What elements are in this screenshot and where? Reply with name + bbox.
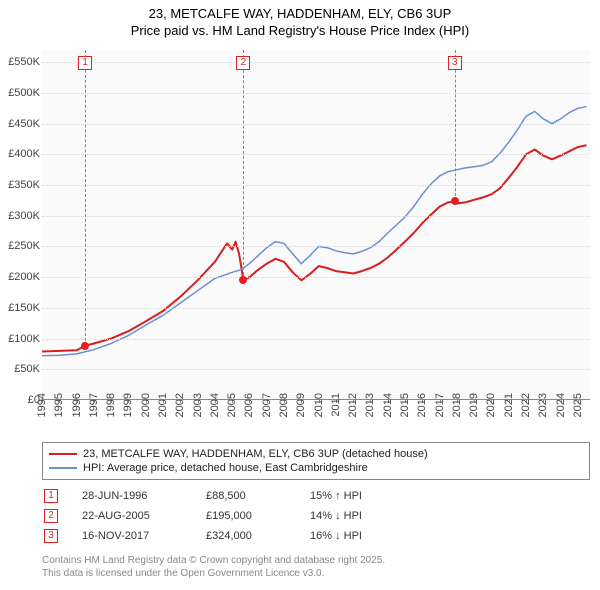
x-axis-label: 1994 (36, 393, 48, 417)
x-axis-label: 2016 (416, 393, 428, 417)
x-axis-label: 2011 (330, 393, 342, 417)
event-row: 3 16-NOV-2017 £324,000 16% ↓ HPI (42, 526, 590, 546)
x-axis-label: 2023 (537, 393, 549, 417)
x-axis-label: 1996 (71, 393, 83, 417)
marker-box: 3 (448, 56, 462, 70)
y-axis-label: £50K (0, 363, 40, 375)
y-axis-label: £550K (0, 56, 40, 68)
x-axis-label: 2020 (485, 393, 497, 417)
chart-container: 23, METCALFE WAY, HADDENHAM, ELY, CB6 3U… (0, 0, 600, 590)
gridline-h (42, 339, 590, 340)
x-axis-label: 2004 (209, 393, 221, 417)
marker-vline (85, 50, 86, 346)
y-axis-label: £0 (0, 394, 40, 406)
x-axis-label: 2012 (347, 393, 359, 417)
x-axis-label: 2008 (278, 393, 290, 417)
event-date: 16-NOV-2017 (82, 530, 182, 542)
x-axis-label: 2013 (364, 393, 376, 417)
event-delta: 16% ↓ HPI (310, 530, 410, 542)
y-axis-label: £100K (0, 333, 40, 345)
event-row: 2 22-AUG-2005 £195,000 14% ↓ HPI (42, 506, 590, 526)
legend-swatch (49, 453, 77, 455)
y-axis-label: £200K (0, 271, 40, 283)
event-price: £195,000 (206, 510, 286, 522)
footer-line1: Contains HM Land Registry data © Crown c… (42, 554, 590, 567)
marker-box: 2 (236, 56, 250, 70)
gridline-h (42, 369, 590, 370)
x-axis-label: 2021 (503, 393, 515, 417)
y-axis-label: £250K (0, 240, 40, 252)
marker-dot (239, 276, 247, 284)
title-subtitle: Price paid vs. HM Land Registry's House … (0, 23, 600, 40)
event-marker: 3 (44, 529, 58, 543)
x-axis-label: 2009 (295, 393, 307, 417)
x-axis-label: 2015 (399, 393, 411, 417)
x-axis-label: 2019 (468, 393, 480, 417)
chart-area: £0£50K£100K£150K£200K£250K£300K£350K£400… (42, 50, 590, 400)
x-axis-label: 1999 (122, 393, 134, 417)
x-axis-label: 1997 (88, 393, 100, 417)
events-table: 1 28-JUN-1996 £88,500 15% ↑ HPI 2 22-AUG-2005… (42, 486, 590, 546)
x-axis-label: 2007 (261, 393, 273, 417)
gridline-h (42, 216, 590, 217)
gridline-h (42, 93, 590, 94)
marker-vline (243, 50, 244, 280)
y-axis-label: £350K (0, 179, 40, 191)
event-price: £324,000 (206, 530, 286, 542)
marker-dot (451, 197, 459, 205)
legend-label: 23, METCALFE WAY, HADDENHAM, ELY, CB6 3U… (83, 448, 428, 460)
y-axis-label: £300K (0, 210, 40, 222)
event-marker: 2 (44, 509, 58, 523)
event-date: 22-AUG-2005 (82, 510, 182, 522)
x-axis-label: 1995 (53, 393, 65, 417)
legend-row: 23, METCALFE WAY, HADDENHAM, ELY, CB6 3U… (49, 447, 583, 461)
y-axis-label: £450K (0, 118, 40, 130)
title-address: 23, METCALFE WAY, HADDENHAM, ELY, CB6 3U… (0, 6, 600, 23)
y-axis-label: £400K (0, 148, 40, 160)
gridline-h (42, 62, 590, 63)
x-axis-label: 1998 (105, 393, 117, 417)
x-axis-label: 2006 (243, 393, 255, 417)
event-delta: 15% ↑ HPI (310, 490, 410, 502)
series-hpi (42, 107, 587, 356)
event-row: 1 28-JUN-1996 £88,500 15% ↑ HPI (42, 486, 590, 506)
legend-swatch (49, 467, 77, 469)
marker-dot (81, 342, 89, 350)
y-axis-label: £500K (0, 87, 40, 99)
marker-box: 1 (78, 56, 92, 70)
x-axis-label: 2018 (451, 393, 463, 417)
gridline-h (42, 154, 590, 155)
gridline-h (42, 124, 590, 125)
x-axis-label: 2014 (382, 393, 394, 417)
x-axis-label: 2001 (157, 393, 169, 417)
event-marker: 1 (44, 489, 58, 503)
event-price: £88,500 (206, 490, 286, 502)
legend-row: HPI: Average price, detached house, East… (49, 461, 583, 475)
marker-vline (455, 50, 456, 201)
legend-label: HPI: Average price, detached house, East… (83, 462, 368, 474)
gridline-h (42, 246, 590, 247)
gridline-h (42, 308, 590, 309)
footer-line2: This data is licensed under the Open Gov… (42, 567, 590, 580)
chart-lines (42, 50, 590, 400)
x-axis-label: 2017 (434, 393, 446, 417)
series-price_paid (42, 145, 587, 351)
x-axis-label: 2003 (192, 393, 204, 417)
footer: Contains HM Land Registry data © Crown c… (42, 554, 590, 580)
x-axis-label: 2024 (555, 393, 567, 417)
x-axis-label: 2025 (572, 393, 584, 417)
legend: 23, METCALFE WAY, HADDENHAM, ELY, CB6 3U… (42, 442, 590, 480)
x-axis-label: 2022 (520, 393, 532, 417)
event-delta: 14% ↓ HPI (310, 510, 410, 522)
x-axis-label: 2000 (140, 393, 152, 417)
event-date: 28-JUN-1996 (82, 490, 182, 502)
title-block: 23, METCALFE WAY, HADDENHAM, ELY, CB6 3U… (0, 0, 600, 40)
gridline-h (42, 185, 590, 186)
x-axis-label: 2010 (313, 393, 325, 417)
x-axis-label: 2005 (226, 393, 238, 417)
y-axis-label: £150K (0, 302, 40, 314)
plot-region: £0£50K£100K£150K£200K£250K£300K£350K£400… (42, 50, 590, 400)
x-axis-label: 2002 (174, 393, 186, 417)
gridline-h (42, 277, 590, 278)
